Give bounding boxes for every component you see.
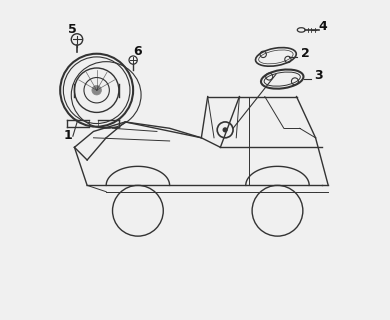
Circle shape: [223, 128, 227, 132]
Text: 4: 4: [319, 20, 328, 33]
Text: 5: 5: [69, 23, 77, 36]
Text: 3: 3: [314, 69, 323, 82]
Text: 6: 6: [134, 45, 142, 58]
Text: 2: 2: [301, 47, 310, 60]
Text: 1: 1: [64, 129, 73, 142]
Circle shape: [92, 85, 101, 95]
